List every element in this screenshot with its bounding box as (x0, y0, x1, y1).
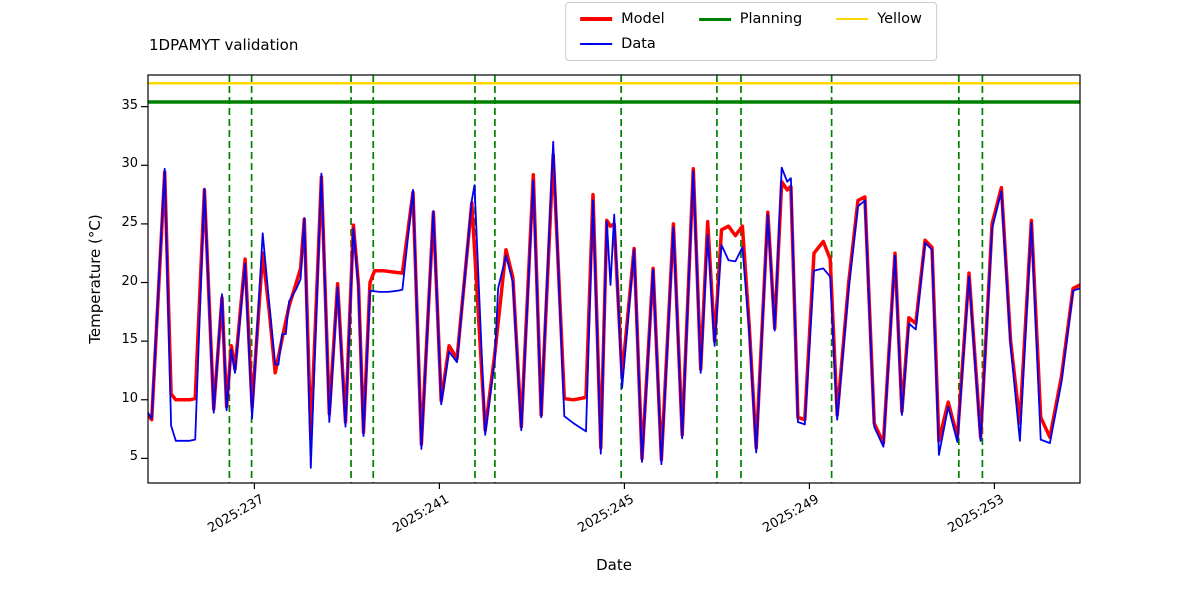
x-axis-label: Date (596, 556, 632, 574)
y-axis-label: Temperature (°C) (86, 214, 104, 344)
y-tick-label: 30 (121, 156, 138, 172)
y-tick-label: 5 (129, 449, 138, 465)
data-line-sample (580, 43, 613, 45)
y-tick-label: 20 (121, 273, 138, 289)
yellow-line-sample (836, 18, 869, 20)
legend-item-yellow: Yellow (836, 11, 922, 27)
legend-label-yellow: Yellow (877, 11, 922, 27)
legend-item-model: Model (580, 11, 665, 27)
y-tick-label: 10 (121, 390, 138, 406)
legend-item-planning: Planning (698, 11, 803, 27)
y-tick-label: 25 (121, 214, 138, 230)
model-line-sample (580, 17, 613, 21)
chart-title: 1DPAMYT validation (149, 36, 299, 54)
y-tick-label: 35 (121, 97, 138, 113)
legend-label-model: Model (621, 11, 665, 27)
data-line (148, 140, 1080, 469)
y-tick-label: 15 (121, 332, 138, 348)
planning-line-sample (698, 17, 731, 21)
legend-label-planning: Planning (739, 11, 803, 27)
legend-label-data: Data (621, 36, 656, 52)
legend-item-data: Data (580, 36, 665, 52)
axes-frame (147, 74, 1081, 484)
legend: Model Data Planning Yellow (565, 2, 937, 61)
